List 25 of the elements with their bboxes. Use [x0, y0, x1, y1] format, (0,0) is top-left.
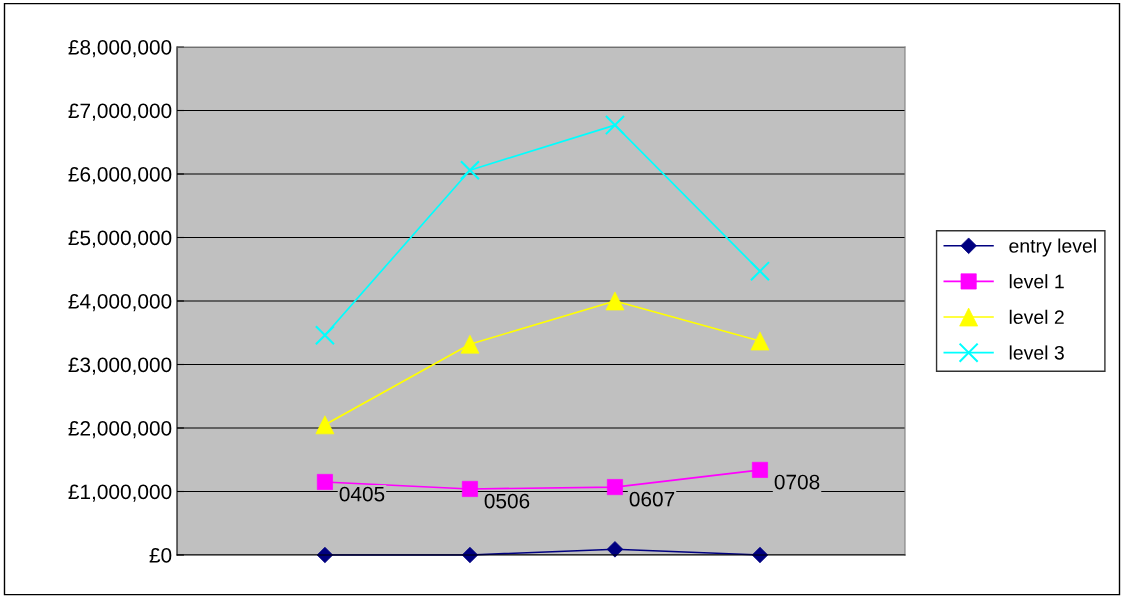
- point: [604, 115, 626, 136]
- y-tick-label: £3,000,000: [68, 357, 172, 375]
- point: [606, 479, 623, 496]
- legend-label: entry level: [1009, 238, 1096, 257]
- point: [459, 160, 481, 181]
- y-tick-label: £2,000,000: [68, 421, 172, 439]
- y-tick-label: £1,000,000: [68, 484, 172, 502]
- annotation: 0405: [339, 486, 385, 502]
- point: [749, 261, 771, 282]
- y-tick-label: £0: [149, 548, 172, 563]
- y-tick-label: £8,000,000: [68, 40, 172, 58]
- point: [461, 480, 478, 497]
- legend-label: level 1: [1009, 274, 1064, 289]
- y-tick-label: £7,000,000: [68, 103, 172, 121]
- legend-label: level 3: [1009, 345, 1064, 360]
- legend-label: level 2: [1009, 309, 1064, 325]
- point: [316, 473, 333, 490]
- point: [314, 325, 335, 346]
- annotation: 0607: [629, 491, 675, 507]
- y-tick-label: £4,000,000: [68, 294, 172, 312]
- y-tick-label: £5,000,000: [68, 230, 172, 248]
- y-tick-label: £6,000,000: [68, 167, 172, 185]
- annotation: 0506: [484, 493, 530, 509]
- annotation: 0708: [774, 474, 820, 490]
- point: [751, 461, 768, 478]
